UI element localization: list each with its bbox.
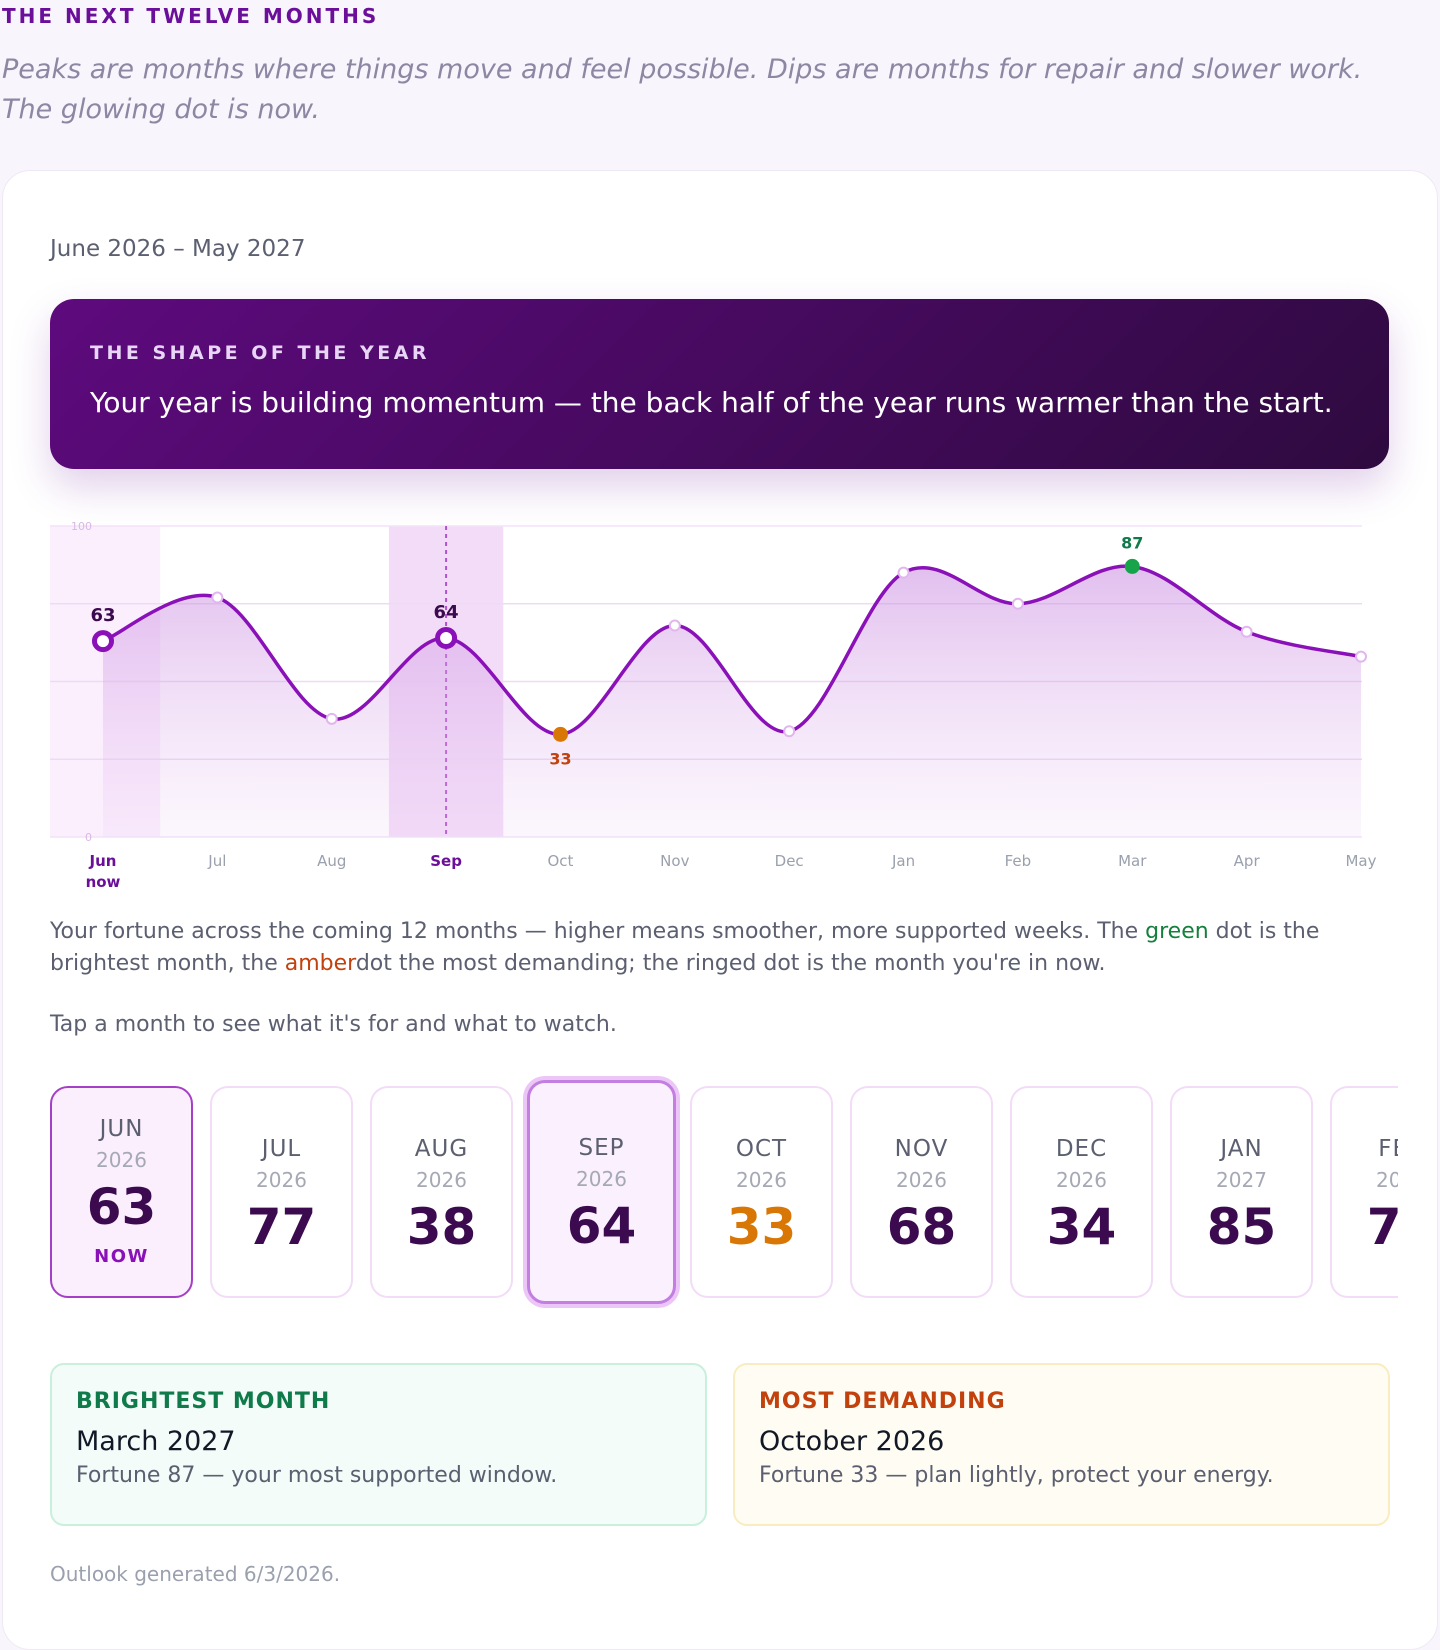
x-tick-label: Oct xyxy=(547,852,573,870)
area xyxy=(103,566,1361,837)
demanding-box: MOST DEMANDING October 2026 Fortune 33 —… xyxy=(733,1363,1390,1526)
x-tick-label: Feb xyxy=(1005,852,1032,870)
month-card[interactable]: FEB 2027 75 xyxy=(1330,1086,1398,1298)
x-tick-label: Jul xyxy=(207,852,226,870)
card-year: 2026 xyxy=(416,1168,467,1192)
x-tick-label: Mar xyxy=(1118,852,1147,870)
month-card[interactable]: JUN 2026 63 NOW xyxy=(50,1086,193,1298)
explanation-part: Your fortune across the coming 12 months… xyxy=(50,919,1146,944)
point xyxy=(1355,650,1367,663)
box-title: October 2026 xyxy=(759,1426,945,1457)
now-label: now xyxy=(86,873,121,891)
point-max xyxy=(1124,558,1140,574)
x-tick-label: Nov xyxy=(660,852,689,870)
chart: 0 100 63 Jun now Jul Aug 64 Sep 33 Oct Nov Dec Jan Feb… xyxy=(50,520,1377,891)
date-range: June 2026 – May 2027 xyxy=(50,236,306,262)
card-value: 77 xyxy=(246,1198,317,1256)
value-label: 64 xyxy=(434,602,459,623)
card-year: 2026 xyxy=(256,1168,307,1192)
explanation-part: dot the most demanding; the ringed dot i… xyxy=(355,951,1106,976)
banner-label: THE SHAPE OF THE YEAR xyxy=(90,342,431,364)
month-card[interactable]: SEP 2026 64 xyxy=(527,1080,676,1304)
point xyxy=(211,591,224,604)
explanation-part: green xyxy=(1145,919,1209,944)
card-month: JUL xyxy=(261,1136,302,1162)
card-value: 38 xyxy=(406,1198,477,1256)
y-tick-label: 100 xyxy=(71,520,92,533)
card-value: 63 xyxy=(86,1178,157,1236)
value-label: 33 xyxy=(549,749,571,768)
banner-text: Your year is building momentum — the bac… xyxy=(90,386,1333,419)
footer: Outlook generated 6/3/2026. xyxy=(50,1562,341,1586)
x-tick-label: Jan xyxy=(891,852,915,870)
point xyxy=(897,566,910,579)
explanation-part: dot is the brightest month, the xyxy=(50,919,1320,976)
point-ring xyxy=(435,626,458,649)
card-value: 34 xyxy=(1046,1198,1117,1256)
page-title: THE NEXT TWELVE MONTHS xyxy=(2,4,380,28)
point-ring xyxy=(92,630,114,653)
card-month: AUG xyxy=(414,1136,469,1162)
box-text: Fortune 87 — your most supported window. xyxy=(76,1463,558,1488)
box-text: Fortune 33 — plan lightly, protect your … xyxy=(759,1463,1274,1488)
card-value: 75 xyxy=(1366,1198,1398,1256)
y-tick-label: 0 xyxy=(85,831,92,844)
card-year: 2026 xyxy=(896,1168,947,1192)
x-tick-label: May xyxy=(1345,852,1376,870)
card-month: SEP xyxy=(578,1135,625,1161)
card-month: OCT xyxy=(735,1136,788,1162)
explanation: Your fortune across the coming 12 months… xyxy=(50,916,1380,980)
tap-hint: Tap a month to see what it's for and wha… xyxy=(50,1012,617,1037)
x-tick-label: Aug xyxy=(317,852,346,870)
card-month: DEC xyxy=(1055,1136,1108,1162)
x-tick-label: Sep xyxy=(430,852,462,870)
card-month: NOV xyxy=(894,1136,949,1162)
now-badge: NOW xyxy=(94,1246,149,1267)
value-label: 63 xyxy=(90,605,115,626)
month-card[interactable]: JUL 2026 77 xyxy=(210,1086,353,1298)
point-min xyxy=(552,726,568,742)
card-value: 85 xyxy=(1206,1198,1277,1256)
page-subtitle: Peaks are months where things move and f… xyxy=(2,54,1363,125)
point xyxy=(668,619,681,632)
month-card[interactable]: DEC 2026 34 xyxy=(1010,1086,1153,1298)
card-year: 2027 xyxy=(1216,1168,1267,1192)
value-label: 87 xyxy=(1121,533,1143,552)
month-card[interactable]: OCT 2026 33 xyxy=(690,1086,833,1298)
card-year: 2026 xyxy=(96,1148,147,1172)
card-value: 64 xyxy=(566,1197,637,1255)
card-year: 2027 xyxy=(1376,1168,1398,1192)
month-card[interactable]: JAN 2027 85 xyxy=(1170,1086,1313,1298)
explanation-part: amber xyxy=(284,951,356,976)
card-month: FEB xyxy=(1378,1136,1398,1162)
point xyxy=(1240,625,1253,638)
banner xyxy=(50,299,1389,469)
month-card[interactable]: AUG 2026 38 xyxy=(370,1086,513,1298)
box-title: March 2027 xyxy=(76,1426,236,1457)
card-month: JUN xyxy=(99,1116,144,1142)
card-value: 33 xyxy=(726,1198,797,1256)
card-year: 2026 xyxy=(576,1167,627,1191)
point xyxy=(783,725,796,738)
point xyxy=(325,712,338,725)
x-tick-label: Apr xyxy=(1234,852,1261,870)
x-tick-label: Dec xyxy=(775,852,804,870)
card-value: 68 xyxy=(886,1198,957,1256)
month-cards: JUN 2026 63 NOW JUL 2026 77 AUG 2026 38 SEP 2026 64 O… xyxy=(50,1076,1398,1316)
card-year: 2026 xyxy=(1056,1168,1107,1192)
box-label: BRIGHTEST MONTH xyxy=(76,1389,331,1414)
brightest-box: BRIGHTEST MONTH March 2027 Fortune 87 — … xyxy=(50,1363,707,1526)
card-month: JAN xyxy=(1220,1136,1263,1162)
x-tick-label: Jun xyxy=(89,852,117,870)
point xyxy=(1011,597,1024,610)
box-label: MOST DEMANDING xyxy=(759,1389,1006,1414)
card-year: 2026 xyxy=(736,1168,787,1192)
month-card[interactable]: NOV 2026 68 xyxy=(850,1086,993,1298)
